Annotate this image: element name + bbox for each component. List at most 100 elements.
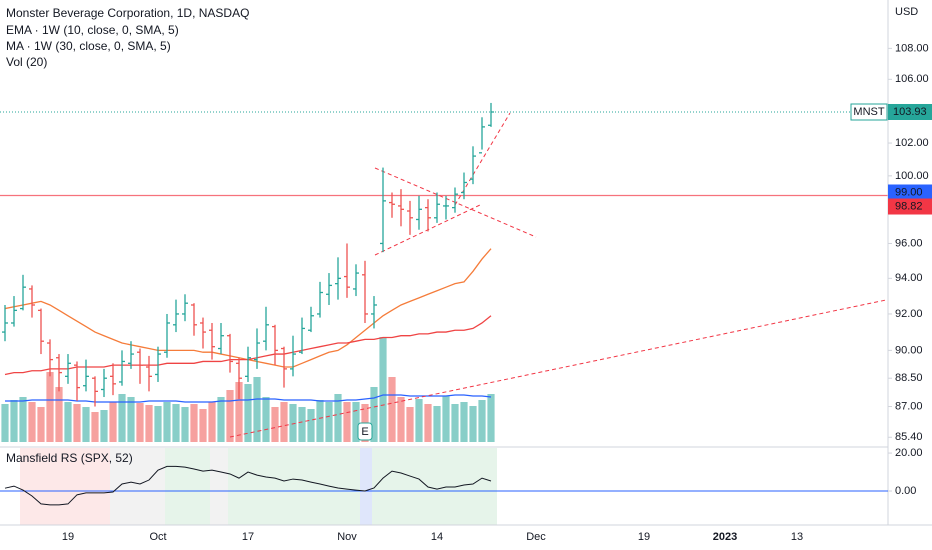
volume-bar (406, 407, 414, 442)
y-tick-label: 106.00 (895, 73, 929, 85)
price-tag-label: 99.00 (895, 186, 923, 198)
volume-bar (118, 394, 126, 442)
earnings-label: E (361, 426, 368, 438)
y-tick-label: 87.00 (895, 400, 923, 412)
volume-bar (73, 404, 81, 442)
volume-bar (280, 402, 288, 442)
volume-bar (397, 397, 405, 442)
volume-bar (109, 402, 117, 442)
volume-bar (415, 399, 423, 442)
volume-bar (442, 396, 450, 442)
rs-tick-label: 20.00 (895, 447, 923, 459)
x-tick-label: Dec (526, 531, 546, 543)
volume-bar (199, 409, 207, 442)
x-tick-label: 2023 (713, 531, 737, 543)
volume-bar (271, 407, 279, 442)
volume-bar (424, 404, 432, 442)
rs-legend: Mansfield RS (SPX, 52) (6, 451, 133, 465)
volume-bar (226, 390, 234, 442)
volume-bar (334, 394, 342, 442)
y-tick-label: 85.40 (895, 431, 923, 443)
rs-zone (360, 448, 372, 525)
y-tick-label: 102.00 (895, 137, 929, 149)
volume-bar (91, 412, 99, 442)
trend-line (229, 299, 887, 438)
x-tick-label: 14 (431, 531, 443, 543)
volume-bar (307, 409, 315, 442)
y-tick-label: 88.50 (895, 372, 923, 384)
volume-bar (28, 402, 36, 442)
volume-bar (235, 382, 243, 442)
volume-bar (19, 397, 27, 442)
rs-zone (165, 448, 210, 525)
volume-bar (469, 406, 477, 442)
volume-bar (127, 397, 135, 442)
volume-bar (379, 337, 387, 442)
volume-bar (433, 406, 441, 442)
x-tick-label: 13 (791, 531, 803, 543)
volume-bar (388, 377, 396, 442)
volume-bar (289, 404, 297, 442)
volume-bar (55, 387, 63, 442)
volume-bar (163, 402, 171, 442)
price-layer (0, 102, 888, 407)
volume-layer (1, 337, 495, 442)
volume-bar (460, 402, 468, 442)
volume-bar (487, 394, 495, 442)
volume-bar (316, 400, 324, 442)
volume-bar (136, 403, 144, 442)
legend-entry: Vol (20) (6, 55, 47, 69)
volume-bar (100, 410, 108, 442)
volume-bar (82, 407, 90, 442)
volume-bar (352, 402, 360, 442)
rs-tick-label: 0.00 (895, 485, 916, 497)
rs-zones (20, 448, 497, 525)
x-tick-label: Nov (337, 531, 357, 543)
volume-bar (217, 397, 225, 442)
volume-bar (181, 407, 189, 442)
volume-bar (172, 404, 180, 442)
currency-label: USD (895, 6, 918, 18)
volume-ma-line (5, 394, 492, 403)
volume-bar (46, 372, 54, 442)
hline-tag (888, 198, 932, 215)
volume-bar (37, 407, 45, 442)
x-tick-label: 17 (242, 531, 254, 543)
x-tick-label: 19 (638, 531, 650, 543)
last-price-tag (888, 103, 932, 120)
volume-bar (253, 377, 261, 442)
ticker-tag (850, 103, 888, 121)
volume-bar (244, 384, 252, 442)
price-tag (888, 184, 932, 201)
rs-zone (20, 448, 110, 525)
volume-bar (343, 402, 351, 442)
volume-bar (262, 397, 270, 442)
y-tick-label: 94.00 (895, 272, 923, 284)
volume-bar (370, 387, 378, 442)
earnings-icon (357, 422, 373, 441)
volume-bar (1, 404, 9, 442)
y-tick-label: 90.00 (895, 344, 923, 356)
volume-bar (145, 405, 153, 442)
volume-bar (190, 404, 198, 442)
y-tick-label: 96.00 (895, 237, 923, 249)
rs-line (4, 465, 492, 506)
last-price-label: 103.93 (893, 106, 927, 118)
rs-zone (228, 448, 360, 525)
volume-bar (325, 402, 333, 442)
y-tick-label: 100.00 (895, 170, 929, 182)
ticker-label: MNST (853, 106, 884, 118)
legend-entry: MA · 1W (30, close, 0, SMA, 5) (6, 39, 171, 53)
x-tick-label: Oct (149, 531, 166, 543)
rs-zone (210, 448, 228, 525)
rs-zone (372, 448, 497, 525)
x-tick-label: 19 (62, 531, 74, 543)
legend-entry: EMA · 1W (10, close, 0, SMA, 5) (6, 23, 179, 37)
volume-bar (451, 404, 459, 442)
y-tick-label: 92.00 (895, 308, 923, 320)
y-tick-label: 108.00 (895, 42, 929, 54)
volume-bar (208, 402, 216, 442)
volume-bar (298, 407, 306, 442)
volume-bar (10, 400, 18, 442)
